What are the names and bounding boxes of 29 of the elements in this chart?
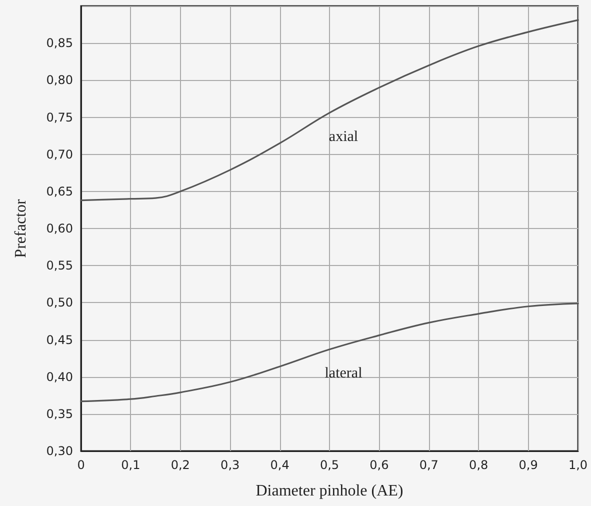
x-tick-label: 0,6 xyxy=(370,458,389,472)
y-tick-label: 0,50 xyxy=(46,296,73,310)
x-tick-label: 1,0 xyxy=(568,458,588,472)
series-label: lateral xyxy=(324,365,362,382)
y-tick-label: 0,55 xyxy=(46,258,73,273)
x-tick-label: 0,9 xyxy=(518,458,538,472)
y-tick-label: 0,60 xyxy=(46,222,73,236)
y-tick-label: 0,45 xyxy=(46,332,73,347)
y-tick-label: 0,40 xyxy=(46,370,73,384)
line-series xyxy=(80,19,579,202)
y-tick-label: 0,35 xyxy=(46,406,73,421)
y-axis-title: Prefactor xyxy=(12,198,30,258)
line-series xyxy=(80,302,579,402)
x-tick-label: 0,3 xyxy=(220,458,240,472)
x-tick-label: 0,4 xyxy=(270,458,290,472)
x-tick-label: 0,5 xyxy=(320,458,340,472)
x-axis-title: Diameter pinhole (AE) xyxy=(256,482,404,500)
y-tick-label: 0,80 xyxy=(46,73,73,88)
y-tick-label: 0,30 xyxy=(46,444,73,458)
x-tick-label: 0,2 xyxy=(170,458,190,472)
y-tick-label: 0,70 xyxy=(46,147,73,162)
x-tick-label: 0,7 xyxy=(419,458,438,472)
y-tick-label: 0,75 xyxy=(46,110,73,124)
y-tick-label: 0,85 xyxy=(46,36,73,50)
x-tick-label: 0,8 xyxy=(469,458,488,472)
y-tick-label: 0,65 xyxy=(46,184,73,198)
series-label: axial xyxy=(328,128,358,145)
x-tick-label: 0,1 xyxy=(121,458,140,472)
x-tick-label: 0 xyxy=(77,458,85,472)
